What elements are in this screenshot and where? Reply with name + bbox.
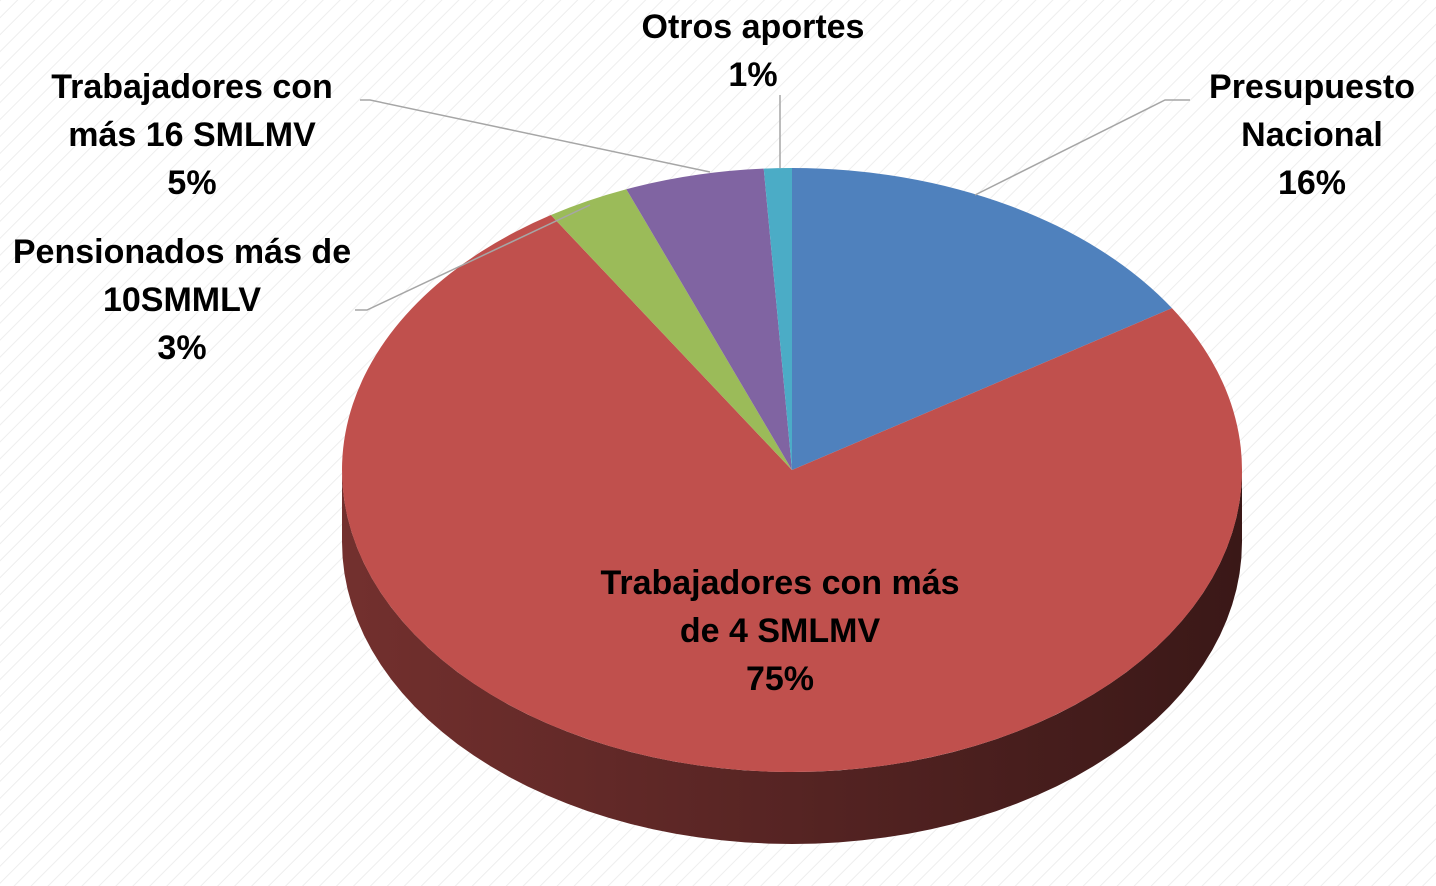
pie-slice [792,168,1172,470]
pie-slice [342,215,1243,773]
label-name: Trabajadores con más de 4 SMLMV [600,564,960,650]
label-name: Trabajadores con más 16 SMLMV [51,68,333,154]
pie-slice-side [342,470,1242,844]
label-value: 5% [167,164,217,202]
data-label: Otros aportes 1% [603,3,903,99]
pie-slice [626,168,792,470]
data-label: Trabajadores con más de 4 SMLMV 75% [600,559,960,703]
data-label: Pensionados más de 10SMMLV 3% [2,228,362,372]
label-name: Pensionados más de 10SMMLV [12,233,352,319]
label-value: 16% [1277,164,1347,202]
label-name: Otros aportes [641,8,865,46]
label-value: 75% [745,660,815,698]
label-value: 1% [728,56,778,94]
leader-line [974,99,1190,196]
label-value: 3% [157,329,207,367]
pie-slice [550,189,792,470]
data-label: Presupuesto Nacional 16% [1182,63,1436,207]
leader-line [355,204,591,311]
label-name: Presupuesto Nacional [1209,68,1415,154]
data-label: Trabajadores con más 16 SMLMV 5% [17,63,367,207]
leader-line [360,99,711,173]
pie-slice [763,168,792,470]
